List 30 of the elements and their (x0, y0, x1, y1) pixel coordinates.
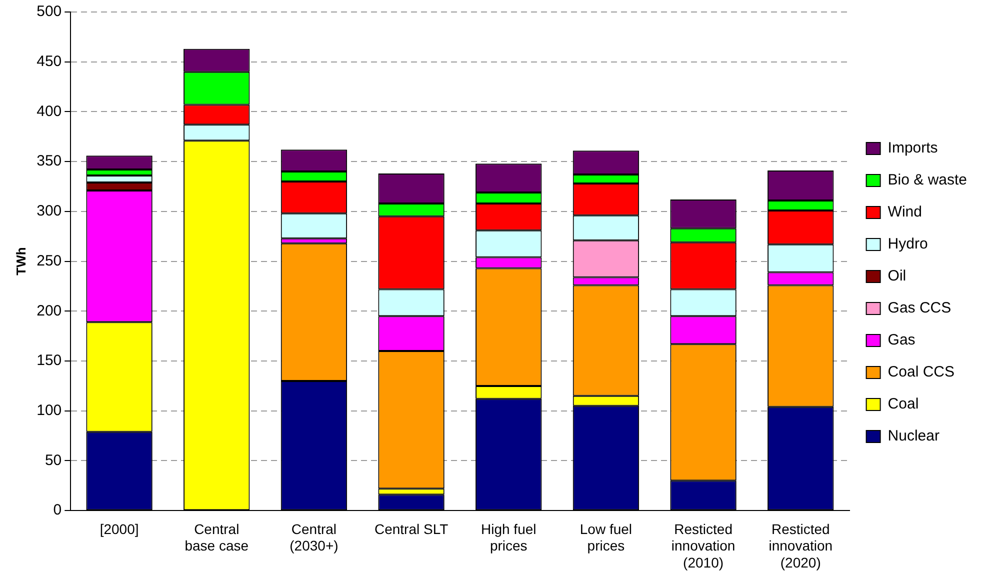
y-tick-label: 400 (36, 102, 62, 120)
legend-label: Oil (888, 268, 906, 285)
legend-label: Imports (888, 140, 938, 157)
legend-label: Nuclear (888, 428, 940, 445)
x-tick-label: Central SLT (374, 520, 449, 537)
y-tick-label: 0 (53, 502, 62, 519)
legend-label: Hydro (888, 236, 928, 253)
x-tick-label: Central (2030+) (290, 520, 338, 554)
y-tick-label: 100 (36, 402, 62, 420)
legend-label: Wind (888, 204, 922, 221)
y-tick-label: 150 (36, 352, 62, 370)
y-tick-label: 250 (36, 252, 62, 270)
x-tick-label: High fuel prices (480, 520, 536, 554)
y-tick-label: 200 (36, 302, 62, 320)
y-axis-title: TWh (13, 247, 28, 276)
legend-label: Coal CCS (888, 364, 954, 381)
legend-label: Coal (888, 396, 919, 413)
y-tick-label: 500 (36, 3, 62, 20)
y-tick-label: 300 (36, 202, 62, 220)
x-tick-label: Resticted innovation (2010) (671, 520, 736, 570)
y-tick-label: 450 (36, 53, 62, 70)
x-tick-label: [2000] (100, 520, 139, 537)
x-tick-label: Central base case (184, 520, 249, 554)
x-tick-label: Resticted innovation (2020) (768, 520, 833, 570)
legend-label: Bio & waste (888, 172, 968, 189)
legend-label: Gas (888, 332, 916, 349)
x-tick-label: Low fuel prices (580, 520, 632, 554)
legend-label: Gas CCS (888, 300, 952, 317)
y-tick-label: 50 (44, 452, 62, 469)
y-tick-label: 350 (36, 152, 62, 170)
